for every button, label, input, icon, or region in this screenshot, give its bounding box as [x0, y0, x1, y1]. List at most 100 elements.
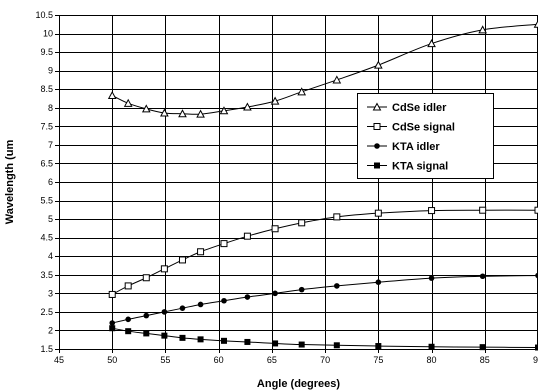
data-point	[334, 283, 340, 289]
y-tick-label: 10.5	[35, 10, 53, 20]
data-point	[109, 320, 116, 326]
data-point	[161, 332, 168, 339]
x-tick-label: 80	[427, 355, 437, 365]
data-point	[125, 316, 131, 323]
data-point	[479, 206, 487, 214]
data-point	[220, 240, 228, 248]
series-layer	[107, 19, 538, 351]
y-tick-label: 7	[48, 140, 53, 150]
x-axis-ticks: 45 50 55 60 65 70 75 80 85 9	[54, 349, 538, 365]
data-point	[161, 309, 168, 315]
y-tick-label: 5	[48, 214, 53, 224]
data-point	[107, 90, 117, 100]
data-point	[143, 330, 150, 337]
x-tick-label: 45	[54, 355, 64, 365]
data-point	[428, 207, 436, 215]
data-point	[109, 325, 116, 332]
data-point	[125, 328, 132, 335]
data-point	[535, 272, 538, 279]
data-point	[375, 279, 382, 286]
data-point	[142, 274, 150, 282]
data-point	[479, 273, 486, 280]
data-point	[141, 104, 151, 113]
series-kta-signal	[109, 325, 538, 351]
data-point	[272, 290, 278, 297]
data-point	[428, 275, 435, 281]
data-point	[272, 340, 279, 347]
y-tick-label: 7.5	[40, 121, 53, 131]
x-tick-label: 70	[320, 355, 330, 365]
data-point	[478, 25, 487, 34]
x-tick-label: 75	[373, 355, 383, 365]
legend: CdSe idler CdSe signal KTA idler KTA signal	[357, 93, 494, 179]
legend-label: CdSe idler	[392, 102, 447, 114]
data-point	[178, 256, 186, 264]
data-point	[220, 337, 227, 344]
data-point	[271, 225, 279, 233]
y-axis-label: Wavelength (um	[4, 140, 16, 225]
data-point	[123, 98, 133, 107]
y-tick-label: 6	[48, 177, 53, 187]
legend-label: KTA signal	[392, 161, 448, 173]
data-point	[124, 282, 132, 290]
data-point	[179, 305, 186, 311]
series-cdse-signal	[108, 206, 538, 298]
data-point	[298, 341, 305, 348]
data-point	[197, 336, 204, 343]
data-point	[533, 19, 538, 28]
legend-marker	[372, 102, 382, 111]
data-point	[332, 75, 342, 84]
data-point	[427, 39, 436, 48]
data-point	[160, 265, 168, 273]
y-axis-ticks: 1.5 2 2.5 3 3.5 4 4.5 5 5.5 6 6.5 7 7.5 8 8.5 9 9.5 10 10.…	[35, 10, 59, 354]
x-tick-label: 50	[107, 355, 117, 365]
legend-marker	[374, 143, 380, 149]
y-tick-label: 9.5	[40, 47, 53, 57]
data-point	[534, 206, 538, 214]
data-point	[535, 344, 538, 351]
legend-marker	[373, 123, 381, 130]
data-point	[375, 343, 382, 350]
series-kta-idler	[109, 272, 538, 326]
data-point	[244, 294, 251, 300]
x-tick-label: 55	[160, 355, 170, 365]
data-point	[197, 248, 205, 256]
y-tick-label: 8.5	[40, 84, 53, 94]
x-tick-label: 9	[533, 355, 538, 365]
y-tick-label: 8	[48, 103, 53, 113]
data-point	[333, 213, 341, 221]
data-point	[333, 342, 340, 349]
legend-label: CdSe signal	[392, 122, 455, 134]
data-point	[298, 286, 305, 293]
data-point	[298, 219, 306, 227]
y-tick-label: 6.5	[40, 158, 53, 168]
legend-box	[357, 93, 494, 179]
y-tick-label: 4.5	[40, 233, 53, 243]
data-point	[270, 96, 280, 105]
data-point	[221, 297, 227, 304]
x-tick-label: 65	[267, 355, 277, 365]
data-point	[244, 338, 251, 345]
data-point	[160, 108, 169, 117]
y-tick-label: 9	[48, 66, 53, 76]
y-tick-label: 1.5	[40, 344, 53, 354]
series-cdse-idler	[107, 19, 538, 118]
y-tick-label: 2	[48, 325, 53, 335]
y-tick-label: 2.5	[40, 307, 53, 317]
x-tick-label: 60	[214, 355, 224, 365]
legend-marker	[374, 162, 380, 169]
data-point	[219, 106, 229, 115]
data-point	[243, 232, 251, 240]
y-tick-label: 3	[48, 288, 53, 298]
data-point	[243, 102, 252, 111]
x-tick-label: 85	[480, 355, 490, 365]
y-tick-label: 5.5	[40, 196, 53, 206]
data-point	[179, 334, 186, 341]
legend-label: KTA idler	[392, 141, 440, 153]
y-tick-label: 4	[48, 251, 53, 261]
data-point	[108, 290, 116, 298]
y-tick-label: 10	[43, 29, 53, 39]
data-point	[143, 312, 150, 319]
